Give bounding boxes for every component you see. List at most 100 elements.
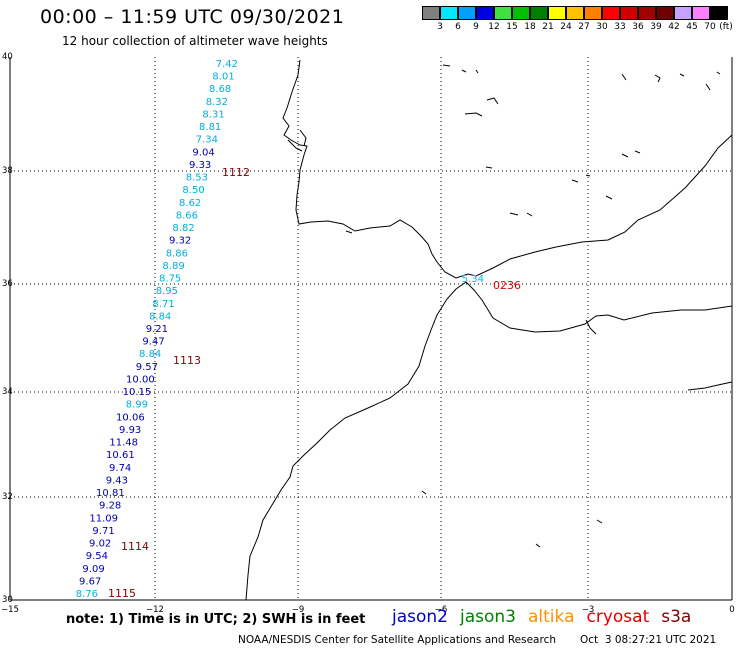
scale-swatch <box>566 6 584 20</box>
wave-height-value: 8.32 <box>206 97 228 108</box>
wave-height-value: 8.53 <box>186 173 208 184</box>
longitude-label: −12 <box>146 605 164 615</box>
coastline <box>245 59 733 601</box>
wave-height-value: 8.68 <box>209 84 231 95</box>
footer-credit: NOAA/NESDIS Center for Satellite Applica… <box>238 634 556 646</box>
lat-lon-grid <box>10 57 732 600</box>
wave-height-value: 8.75 <box>159 274 181 285</box>
latitude-label: 32 <box>2 492 13 502</box>
wave-height-value: 8.66 <box>176 210 198 221</box>
wave-height-value: 8.71 <box>152 299 174 310</box>
wave-height-value: 9.02 <box>89 539 111 550</box>
latitude-label: 34 <box>2 387 13 397</box>
scale-tick-label: 42 <box>668 22 680 32</box>
wave-height-value: 8.50 <box>182 185 204 196</box>
track-time-label: 1112 <box>222 166 250 179</box>
scale-tick-label: 6 <box>455 22 461 32</box>
scale-swatch <box>656 6 674 20</box>
scale-tick-label: 21 <box>542 22 554 32</box>
wave-height-readings: 7.42 8.018.68 8.32 8.318.81 7.349.04 9.33 8.53… <box>76 59 484 600</box>
footer-timestamp: Oct 3 08:27:21 UTC 2021 <box>580 634 717 646</box>
wave-height-value: 9.93 <box>119 425 141 436</box>
scale-tick-label: 39 <box>650 22 662 32</box>
wave-height-value: 9.67 <box>79 576 101 587</box>
scale-tick-label: 27 <box>578 22 590 32</box>
wave-height-value: 9.71 <box>92 526 114 537</box>
scale-swatch <box>548 6 566 20</box>
latitude-label: 30 <box>2 595 13 605</box>
wave-height-value: 10.61 <box>106 450 135 461</box>
satellite-legend: jason2 jason3 altika cryosat s3a <box>392 607 703 627</box>
scale-swatch <box>440 6 458 20</box>
latitude-label: 38 <box>2 166 13 176</box>
latitude-label: 40 <box>2 52 13 62</box>
wave-height-value: 9.54 <box>86 551 108 562</box>
track-time-label: 1115 <box>108 587 136 600</box>
wave-height-value: 7.42 <box>216 59 238 70</box>
scale-swatch <box>674 6 692 20</box>
scale-swatch <box>692 6 710 20</box>
map-title: 00:00 – 11:59 UTC 09/30/2021 <box>40 6 345 28</box>
wave-height-value: 10.00 <box>126 375 155 386</box>
footer-note: note: 1) Time is in UTC; 2) SWH is in fe… <box>66 612 366 627</box>
wave-height-value: 10.81 <box>96 488 125 499</box>
scale-tick-label: 3 <box>437 22 443 32</box>
wave-height-value: 8.81 <box>199 122 221 133</box>
scale-swatch <box>584 6 602 20</box>
longitude-label: −9 <box>292 605 305 615</box>
wave-height-value: 9.57 <box>136 362 158 373</box>
wave-height-value: 8.89 <box>162 261 184 272</box>
scale-swatch <box>458 6 476 20</box>
track-time-label: 1114 <box>121 540 149 553</box>
scale-tick-label: 36 <box>632 22 644 32</box>
longitude-label: 0 <box>729 605 734 615</box>
scale-tick-label: 70 <box>704 22 716 32</box>
map-subtitle: 12 hour collection of altimeter wave hei… <box>62 34 328 48</box>
wave-height-value: 9.09 <box>82 564 104 575</box>
scale-tick-label: 9 <box>473 22 479 32</box>
longitude-label: −6 <box>435 605 448 615</box>
latitude-label: 36 <box>2 279 13 289</box>
satellite-legend-item: s3a <box>661 607 692 627</box>
scale-tick-label: 24 <box>560 22 572 32</box>
scale-tick-label: 33 <box>614 22 626 32</box>
wave-height-color-scale: 3 6 9 12 15 18 21 24 27 30 33 36 39 42 45 70 (ft) <box>422 6 733 34</box>
scale-swatch <box>422 6 440 20</box>
scale-swatch <box>620 6 638 20</box>
map-frame <box>9 57 733 601</box>
satellite-legend-item: jason3 <box>460 607 516 627</box>
satellite-legend-item: altika <box>528 607 575 627</box>
scale-swatch <box>494 6 512 20</box>
wave-height-value: 11.48 <box>109 438 138 449</box>
wave-height-value: 9.33 <box>189 160 211 171</box>
wave-height-value: 8.76 <box>76 589 98 600</box>
wave-height-value: 9.32 <box>169 236 191 247</box>
wave-height-value: 9.21 <box>146 324 168 335</box>
longitude-label: −15 <box>1 605 19 615</box>
wave-height-value: 8.62 <box>179 198 201 209</box>
scale-tick-label: 45 <box>686 22 698 32</box>
wave-height-value: 9.74 <box>109 463 131 474</box>
satellite-legend-item: cryosat <box>586 607 650 627</box>
wave-height-value: 8.82 <box>172 223 194 234</box>
wave-height-value: 9.04 <box>192 147 214 158</box>
scale-swatch <box>530 6 548 20</box>
wave-height-value: 8.84 <box>139 349 161 360</box>
scale-unit-label: (ft) <box>719 22 733 32</box>
wave-height-value: 8.01 <box>212 72 234 83</box>
wave-height-value: 8.31 <box>202 110 224 121</box>
scale-tick-label: 18 <box>524 22 536 32</box>
wave-height-value: 9.43 <box>106 475 128 486</box>
wave-height-value: 8.84 <box>149 311 171 322</box>
wave-height-value: 11.09 <box>89 513 118 524</box>
scale-tick-label: 15 <box>506 22 518 32</box>
wave-height-value: 8.86 <box>166 248 188 259</box>
scale-swatch <box>710 6 728 20</box>
satellite-legend-item: jason2 <box>392 607 448 627</box>
track-time-label: 1113 <box>173 354 201 367</box>
scale-swatch <box>476 6 494 20</box>
track-time-label: 0236 <box>493 279 521 292</box>
wave-height-value: 9.28 <box>99 501 121 512</box>
wave-height-value: 10.15 <box>123 387 152 398</box>
